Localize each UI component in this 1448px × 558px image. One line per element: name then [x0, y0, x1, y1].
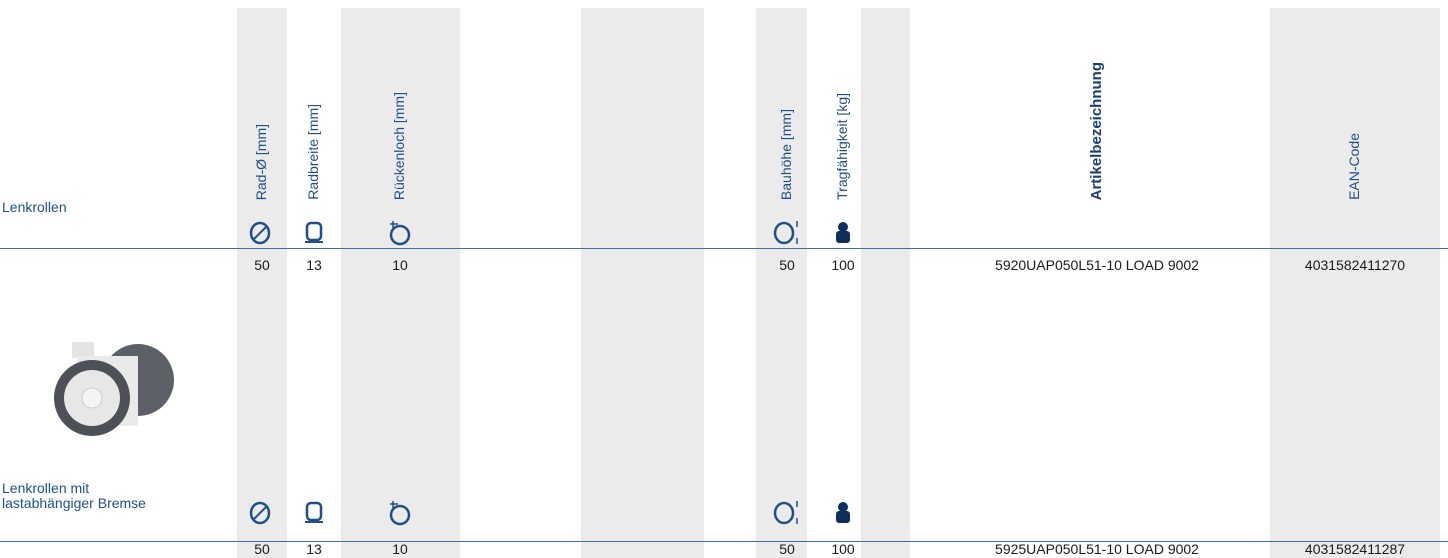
- cell: 5925UAP050L51-10 LOAD 9002: [995, 541, 1199, 557]
- cell: 10: [392, 541, 408, 557]
- icon: [773, 221, 798, 245]
- cell: 5920UAP050L51-10 LOAD 9002: [995, 257, 1199, 273]
- cell: 100: [831, 257, 855, 273]
- column-band: [861, 8, 910, 558]
- cell: 50: [254, 257, 270, 273]
- cell: 50: [779, 541, 795, 557]
- cell: 13: [306, 541, 322, 557]
- icon: [305, 501, 323, 523]
- column-header: Radbreite [mm]: [305, 104, 321, 200]
- cell: 100: [831, 541, 855, 557]
- cell: 50: [779, 257, 795, 273]
- icon: [389, 221, 411, 246]
- cell: 10: [392, 257, 408, 273]
- divider: [0, 541, 1448, 542]
- icon: [836, 222, 850, 243]
- column-header: Rückenloch [mm]: [391, 91, 407, 200]
- column-band: [581, 8, 704, 558]
- product-image: [54, 342, 174, 436]
- column-band: [341, 8, 460, 558]
- cell: 4031582411270: [1304, 257, 1406, 273]
- column-header: Tragfähigkeit [kg]: [834, 93, 850, 200]
- cell: 4031582411287: [1304, 541, 1406, 557]
- column-header: EAN-Code: [1346, 133, 1362, 200]
- column-header: Artikelbezeichnung: [1088, 61, 1105, 200]
- column-band: [1270, 8, 1440, 558]
- column-band: [237, 8, 287, 558]
- icon: [249, 501, 271, 525]
- icon: [836, 502, 850, 523]
- column-header: Rad-Ø [mm]: [253, 123, 269, 200]
- divider: [0, 248, 1448, 249]
- group-label: Lenkrollen mit lastabhängiger Bremse: [2, 480, 146, 511]
- cell: 13: [306, 257, 322, 273]
- icon: [389, 501, 411, 526]
- group-label: Lenkrollen: [2, 199, 67, 215]
- icon: [249, 221, 271, 245]
- column-header: Bauhöhe [mm]: [778, 108, 794, 200]
- icon: [773, 501, 798, 525]
- icon: [305, 221, 323, 243]
- cell: 50: [254, 541, 270, 557]
- column-band: [756, 8, 807, 558]
